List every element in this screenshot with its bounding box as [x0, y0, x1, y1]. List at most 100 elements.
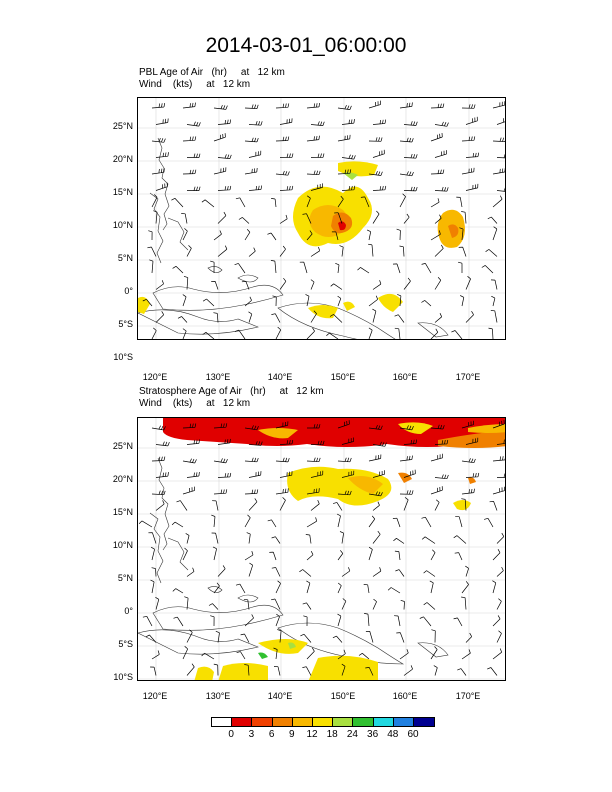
wind-barb: [394, 314, 405, 323]
wind-barb: [182, 328, 187, 339]
wind-barb: [372, 598, 377, 610]
wind-barb: [271, 198, 277, 208]
wind-barb: [244, 614, 254, 627]
wind-barb: [394, 615, 401, 627]
wind-barb: [399, 649, 409, 660]
wind-barb: [337, 195, 344, 208]
wind-barb: [492, 195, 503, 208]
wind-barb: [496, 187, 505, 192]
wind-barb: [434, 121, 449, 127]
wind-barb: [363, 584, 370, 594]
panel2-label-wind: Wind (kts) at 12 km: [139, 398, 251, 409]
wind-barb: [275, 170, 290, 176]
wind-barb: [399, 102, 413, 109]
wind-barb: [248, 120, 263, 126]
wind-barb: [393, 538, 405, 544]
wind-barb: [465, 472, 480, 478]
wind-barb: [492, 648, 503, 660]
wind-barb: [213, 489, 228, 495]
wind-barb: [487, 667, 498, 676]
wind-barb: [337, 457, 352, 463]
wind-barb: [275, 421, 289, 429]
wind-barb: [182, 423, 197, 429]
wind-barb: [275, 488, 289, 495]
wind-barb: [460, 295, 465, 307]
wind-barb: [182, 458, 197, 464]
wind-barb: [151, 567, 157, 577]
wind-barb: [368, 546, 373, 561]
wind-barb: [155, 280, 164, 290]
wind-barb: [213, 663, 219, 676]
colorbar: [211, 717, 436, 727]
wind-barb: [155, 311, 165, 323]
wind-barb: [142, 298, 153, 307]
wind-barb: [368, 295, 379, 307]
lat-tick-label: 10°N: [112, 540, 133, 550]
wind-barb: [299, 569, 312, 577]
wind-barb: [341, 154, 356, 160]
wind-barb: [213, 104, 228, 110]
wind-barb: [399, 137, 414, 143]
wind-barb: [461, 211, 467, 224]
wind-barb: [451, 330, 463, 339]
colorbar-swatch: [353, 718, 374, 726]
wind-barb: [403, 469, 416, 478]
wind-barb: [364, 613, 370, 627]
wind-barb: [240, 633, 250, 643]
wind-barb: [461, 498, 467, 511]
wind-barb: [341, 185, 356, 191]
wind-barb: [492, 615, 501, 627]
lat-tick-label: 25°N: [112, 121, 133, 131]
wind-barb: [484, 517, 494, 528]
wind-barb: [248, 185, 263, 191]
wind-barb: [275, 136, 290, 142]
wind-barb: [403, 277, 411, 290]
wind-barb: [465, 437, 479, 445]
wind-barb: [300, 633, 312, 643]
wind-barb: [434, 244, 444, 257]
wind-barb: [492, 419, 505, 429]
wind-barb: [217, 565, 226, 577]
wind-barb: [275, 326, 282, 339]
wind-barb: [492, 101, 505, 109]
wind-barb: [337, 550, 344, 561]
wind-barb: [310, 310, 317, 323]
wind-barb: [400, 599, 405, 610]
lat-tick-label: 15°N: [112, 507, 133, 517]
wind-barb: [496, 598, 502, 610]
wind-barb: [457, 668, 467, 676]
wind-barb: [310, 470, 324, 478]
wind-barb: [358, 653, 370, 660]
colorbar-swatch: [373, 718, 394, 726]
wind-barb: [332, 502, 343, 511]
wind-barb: [337, 134, 351, 142]
wind-barb: [330, 283, 343, 290]
wind-barb: [306, 550, 314, 561]
wind-barb: [155, 118, 169, 125]
wind-barb: [246, 532, 251, 544]
colorbar-swatch: [232, 718, 253, 726]
wind-barb: [392, 263, 401, 274]
wind-barb: [332, 635, 343, 643]
wind-barbs-strat: [138, 419, 505, 676]
map-panel-stratosphere-age-of-air: [137, 417, 506, 681]
wind-barb: [372, 119, 387, 125]
wind-barb: [496, 566, 504, 577]
wind-barb: [213, 230, 222, 241]
wind-barb: [244, 104, 259, 109]
wind-barb: [372, 501, 380, 511]
wind-barb: [394, 327, 401, 339]
wind-barb: [213, 133, 226, 142]
wind-barb: [142, 615, 153, 627]
lon-tick-label: 120°E: [142, 372, 168, 382]
wind-barb: [366, 229, 372, 241]
colorbar-label: 9: [289, 729, 295, 740]
wind-barb: [186, 567, 195, 577]
wind-barb: [310, 499, 320, 511]
wind-barb: [302, 213, 312, 224]
wind-barb: [430, 453, 443, 462]
wind-barb: [434, 499, 440, 511]
wind-barb: [248, 247, 256, 257]
lon-tick-label: 150°E: [330, 691, 356, 701]
wind-barb: [492, 580, 497, 594]
